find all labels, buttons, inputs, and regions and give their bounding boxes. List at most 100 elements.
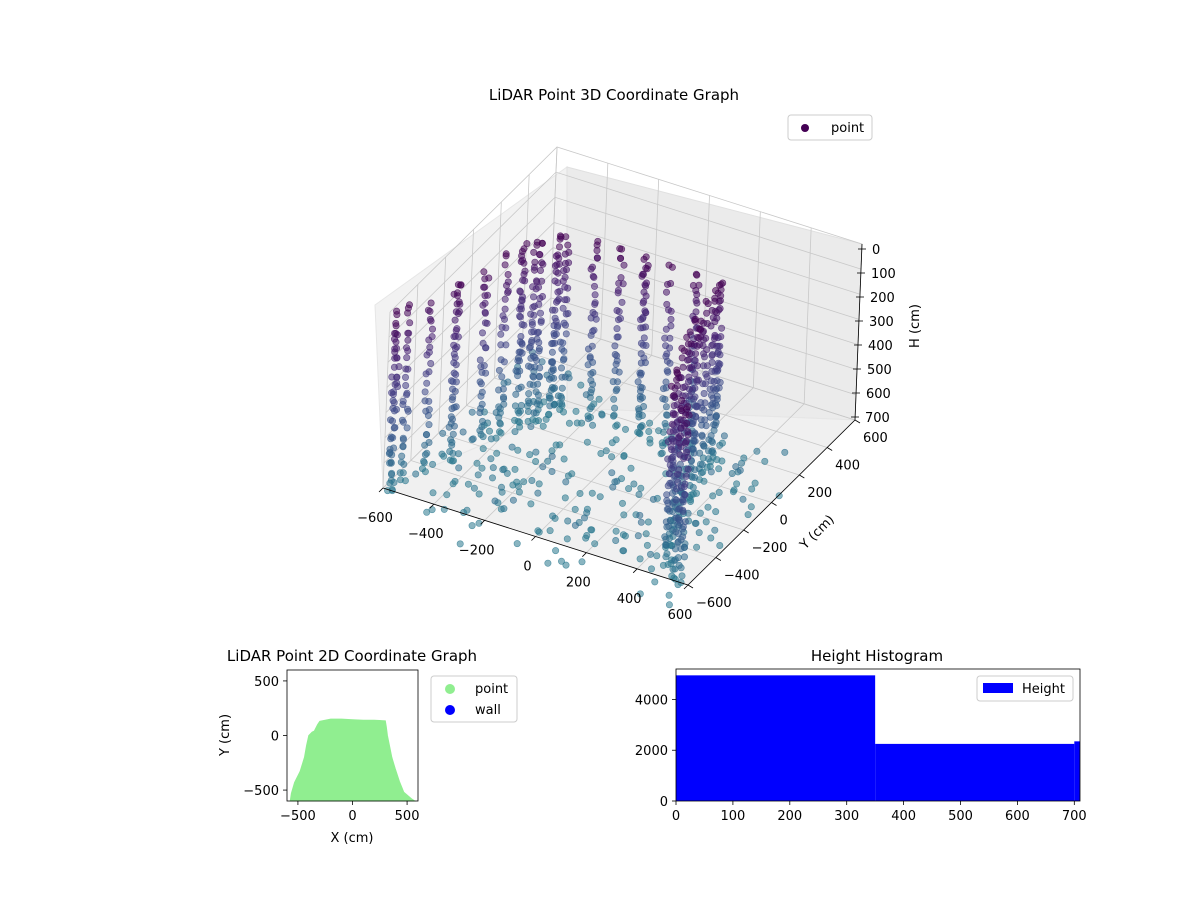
plot3d-point: [455, 464, 463, 472]
plot3d-point: [653, 552, 661, 560]
plot3d-point: [564, 517, 572, 525]
plot3d-point: [530, 311, 538, 319]
plot3d-point: [388, 469, 396, 477]
plot3d-z-tick-label: 0: [872, 243, 880, 258]
plot3d-point: [499, 312, 507, 320]
plot3d-point: [666, 428, 674, 436]
plot3d-point: [662, 518, 670, 526]
plot3d-point: [534, 527, 542, 535]
plot3d-point: [535, 338, 543, 346]
plot3d-point: [388, 389, 396, 397]
plot3d-point: [715, 465, 723, 473]
plot3d-point: [470, 484, 478, 492]
plot3d-point: [662, 352, 670, 360]
plot3d-legend: point: [787, 114, 873, 141]
plot3d-point: [518, 252, 526, 260]
histogram-bar: [1074, 741, 1080, 801]
plot3d-y-tick: [799, 474, 805, 479]
plot3d-point: [478, 329, 486, 337]
plot3d-point: [636, 395, 644, 403]
plot2d-y-ticks: −500 0 500: [243, 675, 287, 799]
plot3d-point: [397, 458, 405, 466]
plot3d-point: [677, 416, 685, 424]
plot3d-point: [707, 468, 715, 476]
plot3d-point: [593, 254, 601, 262]
plot3d-point: [682, 472, 690, 480]
plot3d-gridline-z: [385, 247, 859, 413]
plot2d-legend-label-wall: wall: [475, 703, 501, 718]
plot3d-point: [491, 497, 499, 505]
plot3d-point: [669, 565, 677, 573]
plot3d-points: [384, 232, 789, 609]
plot3d-point: [516, 287, 524, 295]
plot3d-point: [678, 572, 686, 580]
plot3d-point: [557, 392, 565, 400]
plot3d-gridline-z: [386, 221, 860, 388]
plot3d-point: [393, 311, 401, 319]
plot3d-point: [568, 470, 576, 478]
plot3d-point: [593, 241, 601, 249]
plot3d-point: [396, 469, 404, 477]
plot3d-y-tick-label: 0: [780, 514, 788, 529]
plot3d-point: [500, 505, 508, 513]
plot3d-point: [402, 391, 410, 399]
plot3d-point: [681, 518, 689, 526]
plot3d-point: [693, 290, 701, 298]
plot3d-point: [388, 417, 396, 425]
plot3d-point: [644, 518, 652, 526]
histogram-legend-label: Height: [1022, 682, 1065, 697]
plot3d-point: [571, 521, 579, 529]
plot3d-point: [455, 298, 463, 306]
plot3d-point: [535, 480, 543, 488]
plot3d-point: [429, 489, 437, 497]
plot3d-point: [732, 463, 740, 471]
plot3d-point: [683, 333, 691, 341]
plot3d-point: [525, 399, 533, 407]
plot3d-point: [498, 323, 506, 331]
plot3d-point: [718, 324, 726, 332]
plot3d-point: [560, 267, 568, 275]
plot3d-point: [404, 329, 412, 337]
plot3d-point: [691, 370, 699, 378]
plot3d-point: [621, 532, 629, 540]
histogram-x-tick-label: 0: [672, 809, 680, 824]
plot3d-point: [663, 411, 671, 419]
plot3d-point: [421, 388, 429, 396]
plot3d-point: [703, 373, 711, 381]
histogram-x-tick-label: 500: [948, 809, 973, 824]
histogram-frame: [675, 668, 1081, 802]
plot3d-point: [421, 451, 429, 459]
plot3d-point: [481, 308, 489, 316]
plot3d-point: [716, 541, 724, 549]
plot3d-point: [476, 427, 484, 435]
plot3d-point: [576, 489, 584, 497]
plot3d-point: [636, 590, 644, 598]
plot3d-point: [392, 405, 400, 413]
plot2d-y-tick-label: 500: [254, 675, 279, 690]
plot3d-point: [694, 376, 702, 384]
plot3d-point: [485, 427, 493, 435]
plot3d-point: [595, 395, 603, 403]
plot3d-point: [449, 430, 457, 438]
plot3d-point: [590, 282, 598, 290]
plot3d-point: [457, 281, 465, 289]
plot3d-point: [610, 395, 618, 403]
plot3d-point: [703, 346, 711, 354]
plot3d-point: [584, 415, 592, 423]
plot3d-point: [512, 390, 520, 398]
plot3d-point: [427, 299, 435, 307]
plot3d-point: [659, 395, 667, 403]
plot3d-point: [533, 241, 541, 249]
plot3d-point: [450, 333, 458, 341]
plot3d-point: [590, 273, 598, 281]
plot3d-point: [674, 554, 682, 562]
plot3d-point: [558, 384, 566, 392]
plot3d-point: [672, 496, 680, 504]
plot3d-point: [642, 292, 650, 300]
plot3d-point: [500, 358, 508, 366]
plot3d-point: [544, 411, 552, 419]
plot3d-point: [712, 508, 720, 516]
plot3d-point: [612, 536, 620, 544]
plot3d-point: [468, 522, 476, 530]
plot2d-y-label: Y (cm): [218, 714, 233, 757]
